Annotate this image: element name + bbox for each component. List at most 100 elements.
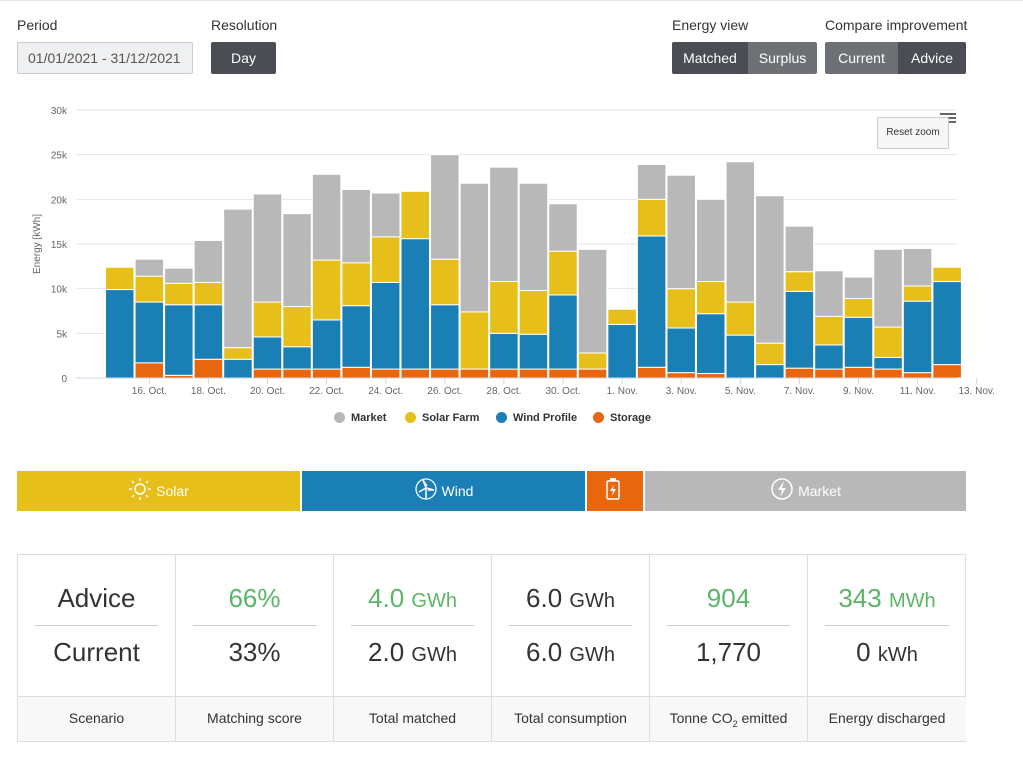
bar-solar-farm <box>430 258 460 306</box>
bar-solar-farm <box>843 297 874 318</box>
total-consumption-current-value: 6.0 <box>526 637 563 667</box>
bar-market <box>636 163 667 200</box>
co2-advice: 904 <box>650 583 807 614</box>
co2-column: 904 1,770 Tonne CO2 emitted <box>650 555 808 741</box>
total-matched-advice: 4.0 GWh <box>334 583 491 614</box>
x-tick-label: 16. Oct. <box>132 386 167 397</box>
top-divider <box>0 0 1023 1</box>
x-tick-label: 26. Oct. <box>427 386 462 397</box>
bar-solar-farm <box>400 190 430 240</box>
x-tick-label: 24. Oct. <box>368 386 403 397</box>
bar-storage <box>430 368 460 379</box>
bar-market <box>341 189 371 264</box>
bar-market <box>193 239 224 283</box>
reset-zoom-button[interactable]: Reset zoom <box>877 117 949 149</box>
bar-storage <box>518 368 549 379</box>
bar-storage <box>282 368 312 379</box>
total-consumption-column: 6.0 GWh 6.0 GWh Total consumption <box>492 555 650 741</box>
bar-storage <box>252 368 283 379</box>
bar-market <box>311 173 342 261</box>
bar-wind-profile <box>843 316 874 368</box>
bar-solar-farm <box>607 308 637 325</box>
bar-wind-profile <box>666 327 696 374</box>
bar-wind-profile <box>311 319 342 370</box>
bar-wind-profile <box>134 301 165 364</box>
bar-storage <box>548 368 578 379</box>
x-tick-label: 1. Nov. <box>607 386 638 397</box>
energy-discharged-current-unit: kWh <box>877 644 918 666</box>
bar-solar-farm <box>341 262 371 307</box>
matching-score-current: 33% <box>176 637 333 668</box>
bar-solar-farm <box>696 281 726 315</box>
y-tick-label: 30k <box>51 106 68 117</box>
total-matched-footer: Total matched <box>334 696 491 741</box>
bar-market <box>725 161 756 303</box>
bar-solar-farm <box>725 301 756 336</box>
bar-wind-profile <box>607 323 637 379</box>
bar-wind-profile <box>252 336 283 370</box>
bar-market <box>223 208 253 349</box>
row-divider <box>351 625 474 626</box>
row-divider <box>825 625 949 626</box>
current-button[interactable]: Current <box>825 42 898 74</box>
legend-storage[interactable]: Storage <box>593 412 651 424</box>
x-tick-label: 9. Nov. <box>843 386 874 397</box>
energy-chart: 0 5k 10k 15k 20k 25k 30k Energy [kWh] 16. Oct. 18… <box>32 106 995 397</box>
total-matched-column: 4.0 GWh 2.0 GWh Total matched <box>334 555 492 741</box>
bar-solar-farm <box>164 282 194 306</box>
total-consumption-advice-unit: GWh <box>569 590 615 612</box>
resolution-button[interactable]: Day <box>211 42 276 74</box>
bar-solar-farm <box>873 326 903 358</box>
bar-solar-farm <box>282 306 312 348</box>
advice-row-label: Advice <box>57 583 136 613</box>
co2-footer-sub: 2 <box>732 718 738 729</box>
bar-wind-profile <box>400 238 430 370</box>
wind-tab[interactable]: Wind <box>302 471 585 511</box>
matching-score-advice-value: 66% <box>228 583 281 613</box>
current-row-label: Current <box>53 637 140 667</box>
storage-tab[interactable] <box>587 471 643 511</box>
energy-discharged-current-value: 0 <box>856 637 871 667</box>
bar-storage <box>311 368 342 379</box>
bar-market <box>459 182 490 313</box>
bar-market <box>489 166 519 283</box>
co2-current-value: 1,770 <box>695 637 762 667</box>
bar-storage <box>902 372 933 379</box>
solar-tab[interactable]: Solar <box>17 471 300 511</box>
y-tick-label: 5k <box>56 329 68 340</box>
x-tick-label: 20. Oct. <box>250 386 285 397</box>
advice-button[interactable]: Advice <box>898 42 966 74</box>
legend-market-dot <box>334 412 345 423</box>
bar-wind-profile <box>548 294 578 370</box>
matching-score-current-value: 33% <box>228 637 281 667</box>
bar-market <box>696 198 726 283</box>
bar-market <box>843 276 874 299</box>
bar-solar-farm <box>577 352 608 370</box>
bar-storage <box>636 366 667 379</box>
legend-solar-label: Solar Farm <box>422 412 480 424</box>
legend-market[interactable]: Market <box>334 412 386 424</box>
legend-wind[interactable]: Wind Profile <box>496 412 577 424</box>
bar-market <box>873 248 903 328</box>
resolution-label: Resolution <box>211 17 278 33</box>
y-axis-label: Energy [kWh] <box>32 214 43 274</box>
bar-storage <box>577 368 608 379</box>
legend-solar[interactable]: Solar Farm <box>405 412 479 424</box>
matched-button[interactable]: Matched <box>672 42 748 74</box>
matching-score-footer: Matching score <box>176 696 333 741</box>
total-matched-current-value: 2.0 <box>368 637 405 667</box>
bar-solar-farm <box>252 301 283 338</box>
bar-market <box>666 174 696 290</box>
period-input[interactable]: 01/01/2021 - 31/12/2021 <box>17 42 193 74</box>
surplus-button[interactable]: Surplus <box>748 42 817 74</box>
compare-label: Compare improvement <box>825 17 968 33</box>
lightning-icon <box>771 478 793 500</box>
bar-wind-profile <box>814 344 844 370</box>
bar-wind-profile <box>193 304 224 360</box>
co2-footer-pre: Tonne CO <box>669 710 733 726</box>
total-consumption-current: 6.0 GWh <box>492 637 649 668</box>
x-tick-label: 5. Nov. <box>725 386 756 397</box>
row-divider <box>509 625 632 626</box>
bar-storage <box>843 366 874 379</box>
market-tab[interactable]: Market <box>645 471 966 511</box>
